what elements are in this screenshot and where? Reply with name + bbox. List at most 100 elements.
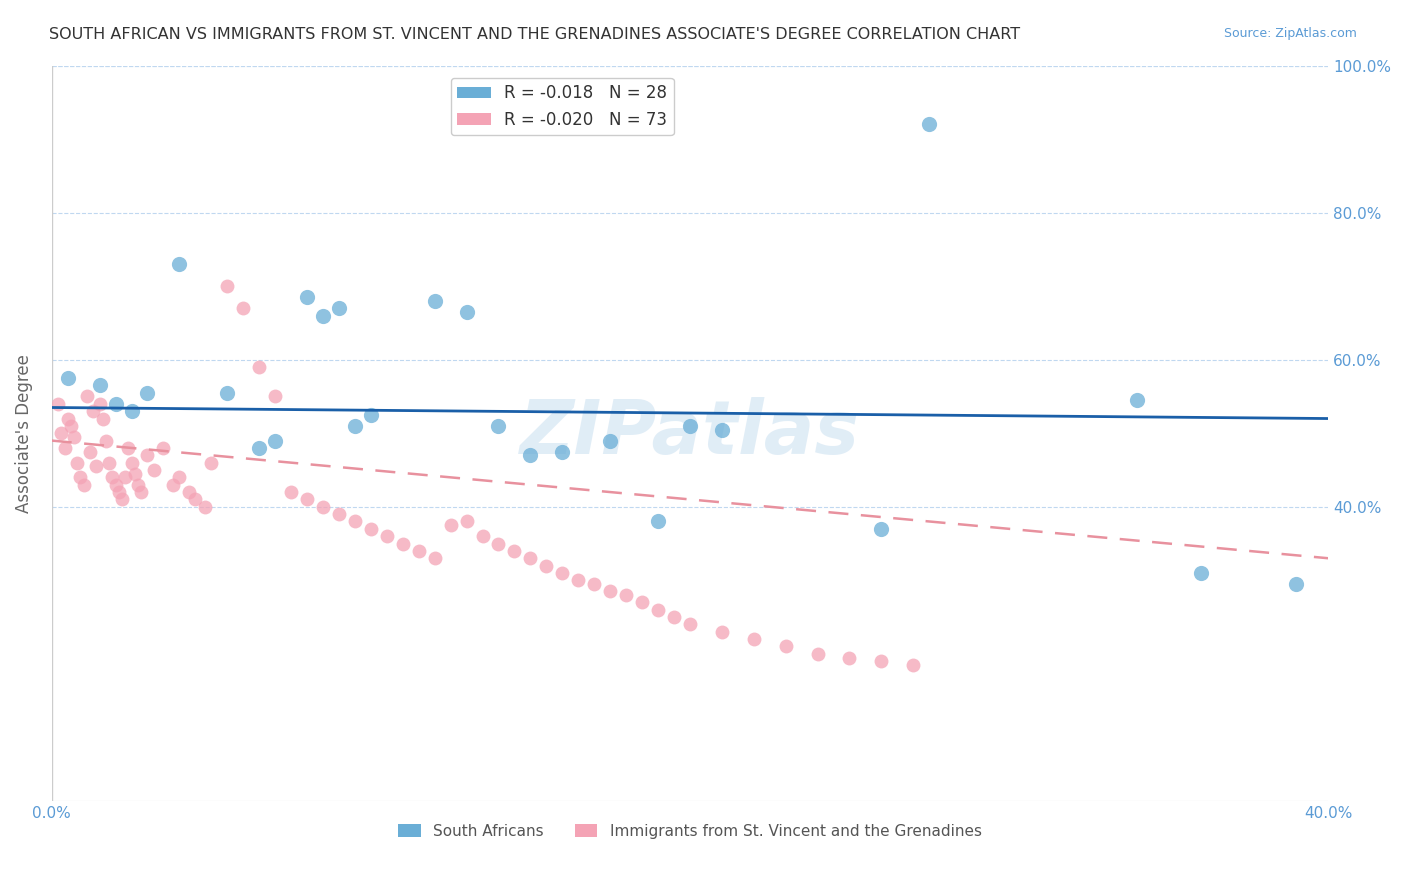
Point	[89, 378, 111, 392]
Point	[104, 477, 127, 491]
Point	[312, 309, 335, 323]
Point	[247, 360, 270, 375]
Point	[360, 522, 382, 536]
Point	[101, 470, 124, 484]
Point	[111, 492, 134, 507]
Point	[1125, 393, 1147, 408]
Point	[114, 470, 136, 484]
Y-axis label: Associate's Degree: Associate's Degree	[15, 354, 32, 513]
Point	[82, 404, 104, 418]
Point	[124, 467, 146, 481]
Point	[59, 418, 82, 433]
Point	[903, 657, 925, 672]
Point	[169, 470, 191, 484]
Point	[63, 430, 86, 444]
Point	[73, 477, 96, 491]
Point	[599, 434, 621, 448]
Text: SOUTH AFRICAN VS IMMIGRANTS FROM ST. VINCENT AND THE GRENADINES ASSOCIATE'S DEGR: SOUTH AFRICAN VS IMMIGRANTS FROM ST. VIN…	[49, 27, 1021, 42]
Point	[295, 492, 318, 507]
Point	[647, 515, 669, 529]
Point	[423, 293, 446, 308]
Point	[295, 290, 318, 304]
Point	[104, 397, 127, 411]
Point	[471, 529, 494, 543]
Point	[217, 279, 239, 293]
Point	[1285, 577, 1308, 591]
Point	[599, 584, 621, 599]
Point	[343, 418, 366, 433]
Point	[742, 632, 765, 647]
Legend: South Africans, Immigrants from St. Vincent and the Grenadines: South Africans, Immigrants from St. Vinc…	[392, 817, 988, 845]
Point	[51, 426, 73, 441]
Point	[551, 566, 574, 580]
Point	[456, 305, 478, 319]
Point	[360, 408, 382, 422]
Point	[177, 485, 200, 500]
Point	[91, 411, 114, 425]
Point	[343, 515, 366, 529]
Point	[614, 588, 637, 602]
Point	[423, 551, 446, 566]
Point	[567, 574, 589, 588]
Point	[870, 654, 893, 668]
Point	[264, 434, 287, 448]
Point	[136, 385, 159, 400]
Point	[519, 448, 541, 462]
Point	[710, 423, 733, 437]
Point	[375, 529, 398, 543]
Point	[76, 389, 98, 403]
Point	[583, 577, 606, 591]
Point	[232, 301, 254, 316]
Point	[551, 444, 574, 458]
Point	[117, 441, 139, 455]
Text: ZIPatlas: ZIPatlas	[520, 397, 860, 470]
Point	[328, 507, 350, 521]
Point	[488, 418, 510, 433]
Point	[536, 558, 558, 573]
Point	[519, 551, 541, 566]
Point	[679, 617, 702, 632]
Point	[217, 385, 239, 400]
Point	[679, 418, 702, 433]
Point	[870, 522, 893, 536]
Point	[98, 456, 121, 470]
Point	[121, 456, 143, 470]
Point	[46, 397, 69, 411]
Point	[456, 515, 478, 529]
Point	[247, 441, 270, 455]
Point	[264, 389, 287, 403]
Point	[488, 536, 510, 550]
Point	[312, 500, 335, 514]
Point	[56, 371, 79, 385]
Point	[1189, 566, 1212, 580]
Point	[184, 492, 207, 507]
Point	[53, 441, 76, 455]
Point	[56, 411, 79, 425]
Point	[136, 448, 159, 462]
Point	[152, 441, 174, 455]
Point	[129, 485, 152, 500]
Point	[162, 477, 184, 491]
Point	[408, 544, 430, 558]
Point	[328, 301, 350, 316]
Text: Source: ZipAtlas.com: Source: ZipAtlas.com	[1223, 27, 1357, 40]
Point	[69, 470, 91, 484]
Point	[631, 595, 654, 609]
Point	[79, 444, 101, 458]
Point	[662, 610, 685, 624]
Point	[86, 459, 108, 474]
Point	[127, 477, 149, 491]
Point	[107, 485, 129, 500]
Point	[94, 434, 117, 448]
Point	[806, 647, 828, 661]
Point	[89, 397, 111, 411]
Point	[647, 603, 669, 617]
Point	[775, 640, 797, 654]
Point	[918, 117, 941, 131]
Point	[194, 500, 217, 514]
Point	[169, 257, 191, 271]
Point	[391, 536, 413, 550]
Point	[280, 485, 302, 500]
Point	[142, 463, 165, 477]
Point	[439, 518, 461, 533]
